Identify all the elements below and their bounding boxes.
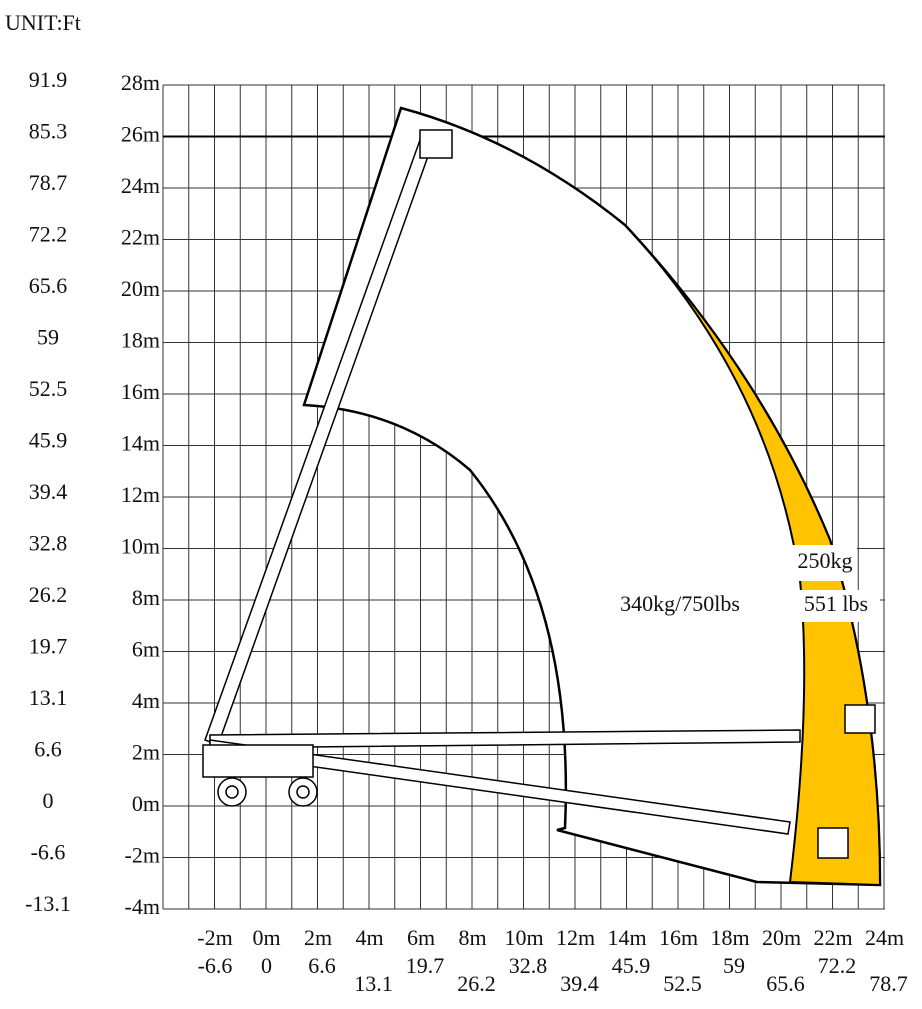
- load-label: 250kg: [798, 548, 853, 573]
- y-label-m: 6m: [132, 637, 160, 662]
- x-label-m: 18m: [710, 925, 749, 950]
- y-label-ft: 72.2: [29, 222, 68, 247]
- unit-label: UNIT:Ft: [5, 10, 81, 35]
- x-label-ft: 19.7: [406, 953, 445, 978]
- x-label-m: 14m: [607, 925, 646, 950]
- machine: [202, 129, 876, 859]
- y-label-ft: 26.2: [29, 582, 68, 607]
- x-label-m: 12m: [556, 925, 595, 950]
- y-label-m: 26m: [121, 122, 160, 147]
- x-label-m: 8m: [458, 925, 486, 950]
- x-label-m: 22m: [813, 925, 852, 950]
- y-label-ft: 39.4: [29, 479, 68, 504]
- x-label-ft: 78.7: [869, 971, 908, 996]
- x-label-m: 24m: [865, 925, 904, 950]
- x-label-m: 6m: [407, 925, 435, 950]
- y-label-m: 20m: [121, 276, 160, 301]
- load-label: 551 lbs: [804, 591, 868, 616]
- x-label-ft: 39.4: [560, 971, 599, 996]
- y-label-m: 0m: [132, 791, 160, 816]
- label-bg: [792, 590, 880, 622]
- y-label-ft: 59: [37, 325, 59, 350]
- y-label-ft: 0: [43, 788, 54, 813]
- y-label-ft: 19.7: [29, 634, 68, 659]
- y-label-m: 28m: [121, 70, 160, 95]
- y-label-m: 4m: [132, 688, 160, 713]
- y-label-m: -2m: [125, 843, 160, 868]
- x-label-ft: 26.2: [457, 971, 496, 996]
- y-label-m: 2m: [132, 740, 160, 765]
- x-label-ft: 59: [723, 953, 745, 978]
- label-bg: [792, 545, 857, 581]
- x-label-m: 16m: [659, 925, 698, 950]
- y-label-m: 18m: [121, 328, 160, 353]
- y-label-m: 14m: [121, 431, 160, 456]
- y-label-m: 12m: [121, 482, 160, 507]
- y-label-m: 24m: [121, 173, 160, 198]
- y-label-ft: 85.3: [29, 119, 68, 144]
- x-label-ft: 52.5: [663, 971, 702, 996]
- y-label-ft: -13.1: [25, 891, 71, 916]
- y-label-m: 22m: [121, 225, 160, 250]
- y-label-ft: 78.7: [29, 170, 68, 195]
- y-label-ft: 65.6: [29, 273, 68, 298]
- y-label-m: 10m: [121, 534, 160, 559]
- x-label-m: 10m: [504, 925, 543, 950]
- x-label-ft: 72.2: [818, 953, 857, 978]
- x-label-m: 4m: [355, 925, 383, 950]
- y-label-ft: 6.6: [34, 737, 62, 762]
- x-label-m: -2m: [197, 925, 232, 950]
- y-label-ft: 45.9: [29, 428, 68, 453]
- y-label-ft: 52.5: [29, 376, 68, 401]
- load-label: 340kg/750lbs: [620, 591, 740, 616]
- y-label-m: -4m: [125, 894, 160, 919]
- x-label-ft: 65.6: [766, 971, 805, 996]
- y-label-m: 8m: [132, 585, 160, 610]
- x-label-ft: 0: [261, 953, 272, 978]
- y-label-ft: 32.8: [29, 531, 68, 556]
- x-label-ft: 32.8: [509, 953, 548, 978]
- reduced-load-zone: [624, 224, 882, 887]
- y-label-m: 16m: [121, 379, 160, 404]
- x-label-ft: -6.6: [198, 953, 233, 978]
- y-label-ft: 13.1: [29, 685, 68, 710]
- x-label-ft: 6.6: [308, 953, 336, 978]
- y-label-ft: 91.9: [29, 67, 68, 92]
- x-label-ft: 45.9: [612, 953, 651, 978]
- x-label-m: 20m: [762, 925, 801, 950]
- y-label-ft: -6.6: [31, 840, 66, 865]
- x-label-m: 2m: [304, 925, 332, 950]
- x-label-m: 0m: [252, 925, 280, 950]
- x-label-ft: 13.1: [354, 971, 393, 996]
